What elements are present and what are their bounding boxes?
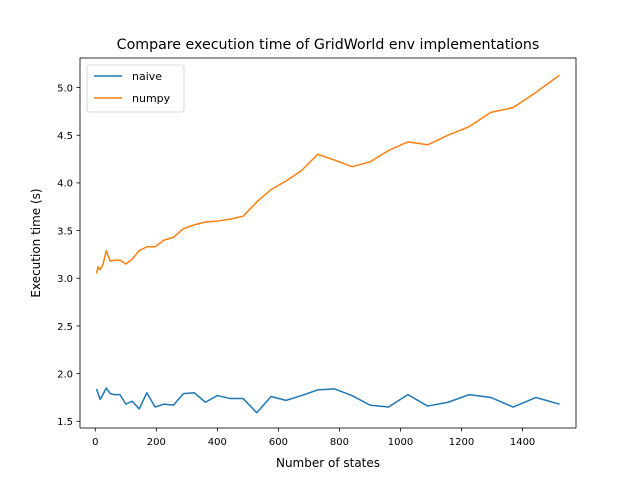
y-axis: 1.5 2.0 2.5 3.0 3.5 4.0 4.5 5.0 [57,83,80,428]
plot-frame [79,57,577,429]
y-tick-label: 2.0 [57,369,73,380]
y-axis-label: Execution time (s) [29,188,43,297]
x-tick-label: 600 [269,437,288,448]
y-tick-label: 4.5 [57,131,73,142]
x-tick-label: 0 [92,437,98,448]
y-tick-label: 2.5 [57,322,73,333]
series-lines [95,74,560,414]
x-axis-label: Number of states [276,456,380,470]
y-tick-label: 3.5 [57,226,73,237]
legend-label-numpy: numpy [132,92,171,105]
legend-label-naive: naive [132,70,162,83]
y-tick-label: 4.0 [57,179,73,190]
x-axis: 0 200 400 600 800 1000 1200 1400 [92,428,535,448]
x-tick-label: 800 [330,437,349,448]
plot-area [79,57,577,429]
x-tick-label: 1200 [449,437,474,448]
y-tick-label: 5.0 [57,83,73,94]
y-tick-label: 3.0 [57,274,73,285]
x-tick-label: 400 [208,437,227,448]
x-tick-label: 1000 [388,437,413,448]
chart-title: Compare execution time of GridWorld env … [117,37,540,53]
legend: naive numpy [86,64,185,113]
x-tick-label: 1400 [510,437,535,448]
series-line-numpy [95,74,560,274]
y-tick-label: 1.5 [57,417,73,428]
series-line-naive [95,387,560,414]
x-tick-label: 200 [147,437,166,448]
